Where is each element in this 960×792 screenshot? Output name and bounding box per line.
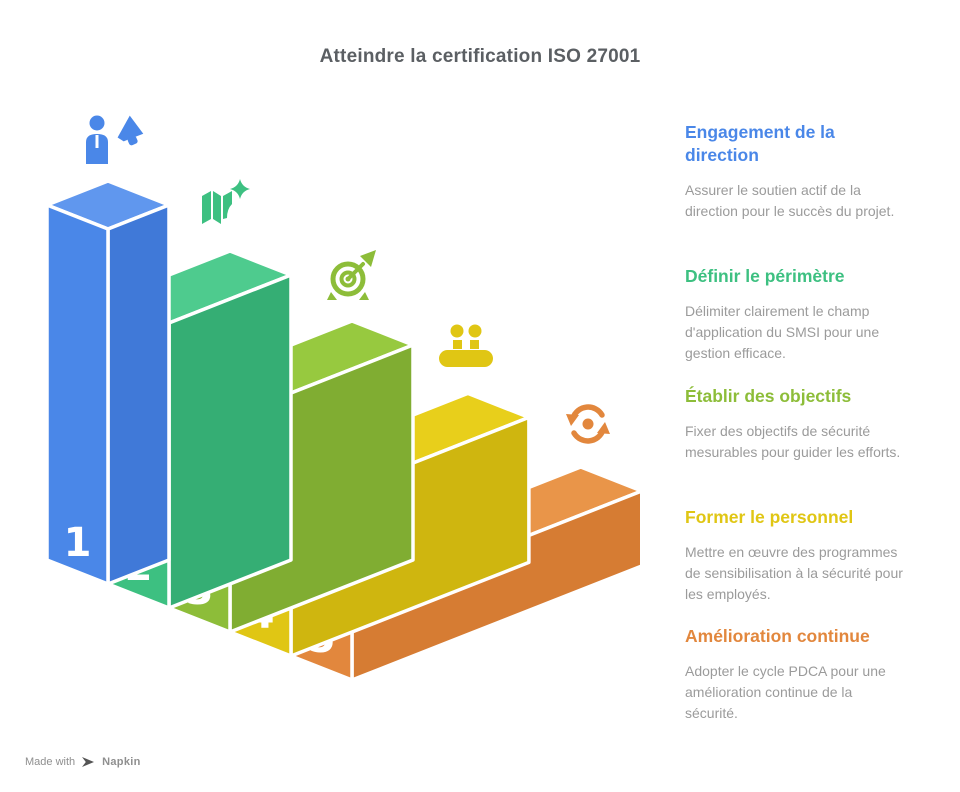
step-text-block-4: Former le personnel Mettre en œuvre des …: [685, 506, 903, 605]
step-text-block-3: Établir des objectifs Fixer des objectif…: [685, 385, 903, 463]
step-block-1: 1: [45, 179, 171, 586]
refresh-icon: [566, 404, 610, 444]
map-icon: [202, 179, 250, 224]
brand-label: Napkin: [102, 756, 141, 768]
step-text-block-5: Amélioration continue Adopter le cycle P…: [685, 625, 903, 724]
step-1-title: Engagement de la direction: [685, 122, 835, 165]
step-right-face: [106, 203, 171, 586]
person-megaphone-icon: [86, 115, 144, 164]
step-text-block-2: Définir le périmètre Délimiter clairemen…: [685, 265, 903, 364]
step-text-block-1: Engagement de la direction Assurer le so…: [685, 121, 903, 222]
people-desk-icon: [439, 324, 493, 367]
step-3-description: Fixer des objectifs de sécurité mesurabl…: [685, 422, 901, 460]
step-4-description: Mettre en œuvre des programmes de sensib…: [685, 543, 903, 602]
page-title: Atteindre la certification ISO 27001: [319, 46, 641, 67]
step-2-title: Définir le périmètre: [685, 266, 845, 286]
target-icon: [327, 250, 376, 300]
made-with-label: Made with: [25, 756, 76, 768]
step-right-face: [167, 273, 293, 610]
made-with-napkin: Made with Napkin: [25, 756, 141, 768]
step-5-title: Amélioration continue: [685, 626, 870, 646]
step-1-description: Assurer le soutien actif de la direction…: [685, 181, 895, 219]
step-2-description: Délimiter clairement le champ d'applicat…: [685, 302, 880, 361]
step-5-description: Adopter le cycle PDCA pour une améliorat…: [685, 662, 886, 721]
step-4-title: Former le personnel: [685, 507, 854, 527]
step-3-title: Établir des objectifs: [685, 386, 852, 406]
napkin-logo-icon: [82, 757, 95, 767]
step-number: 1: [64, 520, 92, 566]
step-front-face: [45, 203, 110, 586]
